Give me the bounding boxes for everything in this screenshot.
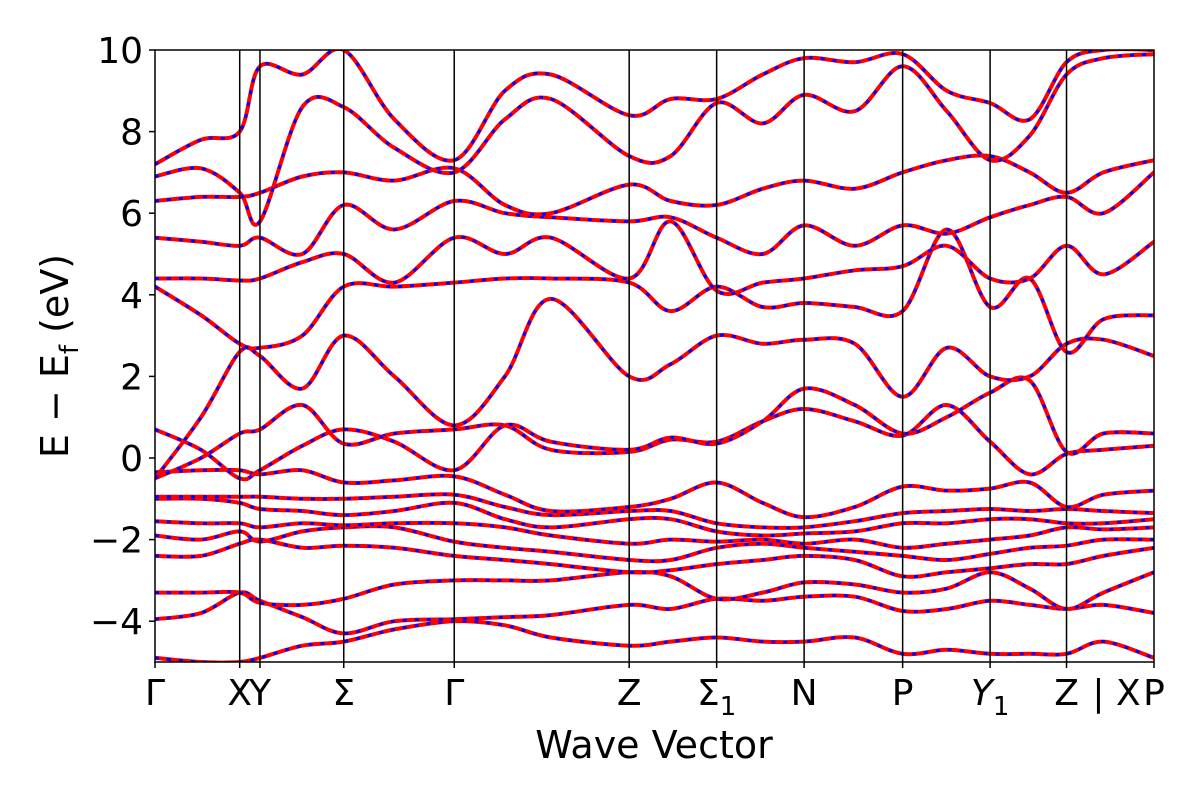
band-11-dashed bbox=[155, 375, 1154, 481]
x-tick-label-main: Γ bbox=[444, 673, 464, 714]
band-12 bbox=[155, 296, 1154, 481]
y-tick-label: 2 bbox=[120, 357, 143, 398]
y-axis-title: E − Ef (eV) bbox=[33, 254, 85, 458]
band-9 bbox=[155, 467, 1154, 520]
x-tick-label-break: | X bbox=[1092, 673, 1140, 714]
k-path-divider-lines bbox=[238, 50, 1068, 662]
band-2-dashed bbox=[155, 590, 1154, 635]
band-7-dashed bbox=[155, 496, 1154, 538]
y-axis-title-main: E − E bbox=[33, 354, 77, 458]
band-17 bbox=[155, 52, 1154, 227]
band-13-dashed bbox=[155, 227, 1154, 355]
x-tick-label: X bbox=[227, 673, 252, 714]
x-axis-title: Wave Vector bbox=[535, 723, 773, 767]
x-tick-label: Γ bbox=[145, 673, 165, 714]
band-6-dashed bbox=[155, 519, 1154, 550]
x-tick-label-main: Y bbox=[248, 673, 272, 714]
band-4-dashed bbox=[155, 537, 1154, 579]
x-tick-label-main: X bbox=[227, 673, 252, 714]
x-tick-label: Γ bbox=[444, 673, 464, 714]
band-12-dashed bbox=[155, 297, 1154, 480]
y-tick-label: −4 bbox=[90, 602, 143, 643]
x-tick-label: P bbox=[892, 673, 914, 714]
x-tick-label-main: Z bbox=[1054, 673, 1079, 714]
x-tick-label: P bbox=[1143, 673, 1165, 714]
band-14-dashed bbox=[155, 219, 1154, 296]
y-tick-label: 4 bbox=[120, 276, 143, 317]
x-tick-label-main: Σ bbox=[332, 673, 355, 714]
band-1-dashed bbox=[155, 619, 1154, 662]
band-14 bbox=[155, 219, 1154, 297]
band-lines bbox=[155, 50, 1154, 662]
y-tick-label: 6 bbox=[120, 194, 143, 235]
y-tick-label: 0 bbox=[120, 439, 143, 480]
band-18 bbox=[155, 50, 1154, 167]
band-17-dashed bbox=[155, 52, 1154, 227]
x-tick-label-main: Σ bbox=[697, 673, 720, 714]
x-tick-label: Σ bbox=[332, 673, 355, 714]
x-tick-label-subscript: 1 bbox=[720, 692, 737, 722]
x-tick-label-main: N bbox=[791, 673, 818, 714]
band-3 bbox=[155, 569, 1154, 611]
band-5 bbox=[155, 524, 1154, 564]
band-11 bbox=[155, 375, 1154, 482]
x-tick-label-main: Z bbox=[617, 673, 642, 714]
band-16-dashed bbox=[155, 153, 1154, 216]
y-axis-ticks: −4 −2 0 2 4 6 8 10 bbox=[90, 31, 155, 643]
x-tick-label: Y1 bbox=[971, 673, 1010, 722]
plot-frame bbox=[154, 49, 1155, 663]
band-8-dashed bbox=[155, 492, 1154, 530]
y-tick-label: 8 bbox=[120, 113, 143, 154]
band-15-dashed bbox=[155, 171, 1154, 257]
y-tick-label: −2 bbox=[90, 521, 143, 562]
band-1 bbox=[155, 619, 1154, 662]
x-tick-label: N bbox=[791, 673, 818, 714]
x-tick-label-subscript: 1 bbox=[993, 692, 1010, 722]
y-axis-title-subscript: f bbox=[55, 344, 85, 354]
y-axis-title-unit: (eV) bbox=[33, 254, 77, 345]
x-tick-label-main: P bbox=[1143, 673, 1165, 714]
band-6 bbox=[155, 519, 1154, 550]
band-2 bbox=[155, 590, 1154, 636]
x-tick-label: Z bbox=[617, 673, 642, 714]
x-tick-label: Y bbox=[248, 673, 272, 714]
x-tick-label: Σ1 bbox=[697, 673, 736, 722]
x-tick-label: Z bbox=[1054, 673, 1079, 714]
band-3-dashed bbox=[155, 570, 1154, 611]
x-tick-label-main: Γ bbox=[145, 673, 165, 714]
x-tick-label-main: Y bbox=[971, 673, 996, 714]
y-tick-label: 10 bbox=[97, 31, 143, 72]
x-tick-label-main: P bbox=[892, 673, 914, 714]
